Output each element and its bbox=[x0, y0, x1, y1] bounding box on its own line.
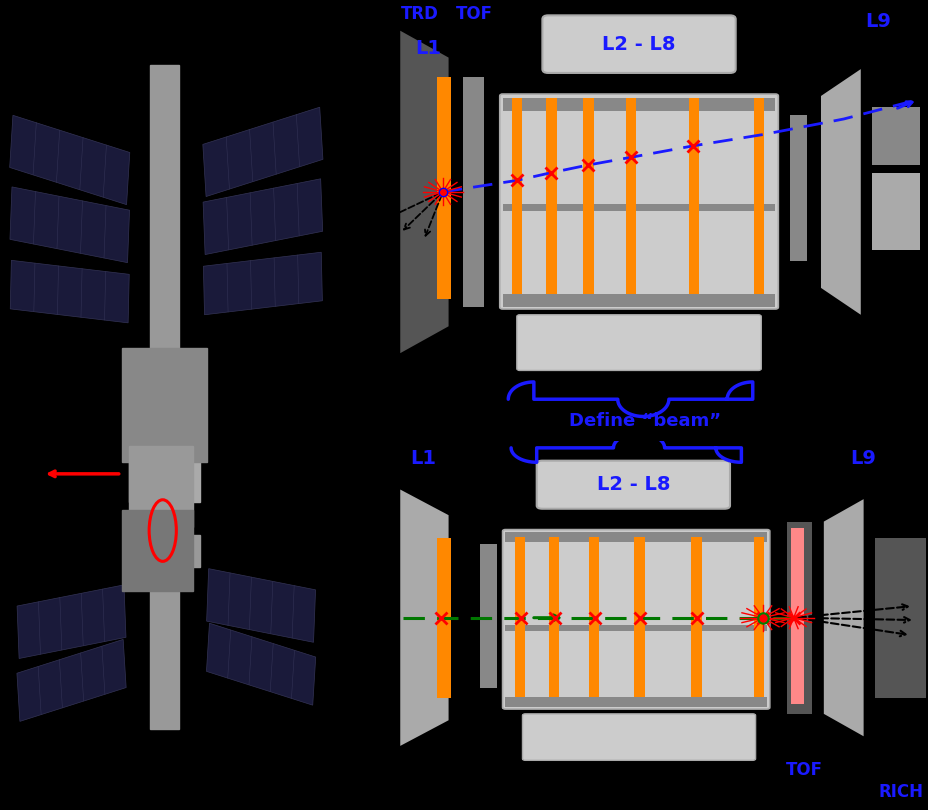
Bar bbox=[871, 173, 920, 249]
Bar bbox=[688, 98, 698, 294]
Bar bbox=[129, 446, 193, 526]
Text: (a): (a) bbox=[21, 24, 57, 45]
Text: c): c) bbox=[363, 435, 385, 455]
Bar bbox=[150, 65, 178, 729]
Bar bbox=[583, 98, 593, 294]
Bar bbox=[129, 535, 200, 567]
Bar bbox=[511, 98, 522, 294]
Bar bbox=[754, 537, 764, 697]
Bar bbox=[625, 98, 636, 294]
Text: L9: L9 bbox=[864, 12, 890, 31]
Bar bbox=[122, 510, 193, 591]
Bar bbox=[874, 538, 925, 698]
Bar bbox=[203, 252, 322, 315]
Bar bbox=[690, 537, 701, 697]
Bar bbox=[548, 537, 559, 697]
Text: L2 - L8: L2 - L8 bbox=[601, 35, 675, 53]
Bar bbox=[202, 107, 323, 197]
Bar bbox=[789, 115, 806, 261]
Text: L9: L9 bbox=[850, 449, 876, 468]
Bar bbox=[514, 537, 524, 697]
Bar bbox=[505, 532, 767, 543]
Bar bbox=[791, 528, 803, 704]
Text: TOF: TOF bbox=[455, 5, 492, 23]
Text: Define “beam”: Define “beam” bbox=[568, 412, 720, 430]
Text: RICH: RICH bbox=[877, 783, 922, 801]
Polygon shape bbox=[820, 69, 860, 315]
Text: TRD: TRD bbox=[401, 5, 439, 23]
Bar bbox=[754, 98, 764, 294]
Bar bbox=[17, 585, 126, 659]
Bar bbox=[502, 98, 775, 111]
Bar bbox=[546, 98, 556, 294]
Bar bbox=[206, 623, 316, 706]
Bar bbox=[588, 537, 599, 697]
Bar bbox=[10, 260, 129, 323]
Bar bbox=[505, 625, 767, 630]
Bar bbox=[505, 697, 767, 707]
FancyBboxPatch shape bbox=[536, 461, 729, 509]
Bar bbox=[0, 737, 357, 810]
Bar bbox=[10, 187, 129, 262]
Bar bbox=[206, 569, 316, 642]
Bar bbox=[634, 537, 644, 697]
Bar bbox=[203, 179, 322, 254]
FancyBboxPatch shape bbox=[516, 315, 760, 370]
Bar bbox=[462, 77, 483, 307]
FancyBboxPatch shape bbox=[542, 15, 735, 73]
Bar bbox=[502, 204, 775, 211]
Bar bbox=[480, 544, 496, 688]
FancyBboxPatch shape bbox=[502, 530, 769, 709]
Polygon shape bbox=[400, 31, 448, 353]
Polygon shape bbox=[400, 489, 448, 746]
Bar bbox=[437, 538, 451, 698]
Bar bbox=[437, 77, 451, 300]
Bar bbox=[871, 108, 920, 165]
Text: L2 - L8: L2 - L8 bbox=[596, 475, 669, 494]
Text: L1: L1 bbox=[415, 39, 441, 58]
Text: b): b) bbox=[363, 0, 387, 15]
FancyBboxPatch shape bbox=[499, 94, 778, 309]
Text: L1: L1 bbox=[409, 449, 435, 468]
Bar bbox=[786, 522, 812, 714]
Bar bbox=[17, 639, 126, 722]
Bar bbox=[9, 115, 130, 205]
Bar bbox=[502, 294, 775, 307]
Text: TOF: TOF bbox=[784, 761, 821, 778]
Bar bbox=[129, 462, 200, 502]
Bar bbox=[122, 348, 207, 462]
FancyBboxPatch shape bbox=[522, 714, 754, 761]
Polygon shape bbox=[823, 499, 863, 736]
